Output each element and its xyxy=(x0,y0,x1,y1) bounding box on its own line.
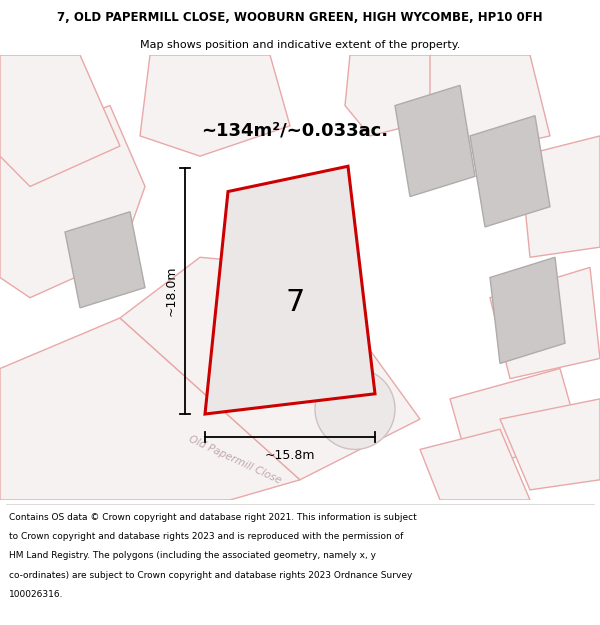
Polygon shape xyxy=(345,55,450,136)
Polygon shape xyxy=(205,166,375,414)
Text: Contains OS data © Crown copyright and database right 2021. This information is : Contains OS data © Crown copyright and d… xyxy=(9,512,417,521)
Polygon shape xyxy=(420,429,530,500)
Text: 7: 7 xyxy=(286,288,305,318)
Polygon shape xyxy=(120,258,420,480)
Polygon shape xyxy=(0,106,145,298)
Text: HM Land Registry. The polygons (including the associated geometry, namely x, y: HM Land Registry. The polygons (includin… xyxy=(9,551,376,560)
Polygon shape xyxy=(490,258,565,364)
Polygon shape xyxy=(500,399,600,490)
Polygon shape xyxy=(0,55,120,186)
Text: ~18.0m: ~18.0m xyxy=(164,266,178,316)
Polygon shape xyxy=(0,318,300,500)
Circle shape xyxy=(315,369,395,449)
Polygon shape xyxy=(490,268,600,379)
Polygon shape xyxy=(65,212,145,308)
Text: Old Papermill Close: Old Papermill Close xyxy=(187,434,283,486)
Polygon shape xyxy=(450,369,580,469)
Polygon shape xyxy=(140,55,290,156)
Text: 7, OLD PAPERMILL CLOSE, WOOBURN GREEN, HIGH WYCOMBE, HP10 0FH: 7, OLD PAPERMILL CLOSE, WOOBURN GREEN, H… xyxy=(57,11,543,24)
Text: to Crown copyright and database rights 2023 and is reproduced with the permissio: to Crown copyright and database rights 2… xyxy=(9,532,403,541)
Polygon shape xyxy=(520,136,600,258)
Text: co-ordinates) are subject to Crown copyright and database rights 2023 Ordnance S: co-ordinates) are subject to Crown copyr… xyxy=(9,571,412,579)
Text: Map shows position and indicative extent of the property.: Map shows position and indicative extent… xyxy=(140,39,460,49)
Polygon shape xyxy=(430,55,550,156)
Text: 100026316.: 100026316. xyxy=(9,590,64,599)
Polygon shape xyxy=(470,116,550,227)
Text: ~15.8m: ~15.8m xyxy=(265,449,315,462)
Polygon shape xyxy=(395,86,475,197)
Text: ~134m²/~0.033ac.: ~134m²/~0.033ac. xyxy=(202,122,389,140)
